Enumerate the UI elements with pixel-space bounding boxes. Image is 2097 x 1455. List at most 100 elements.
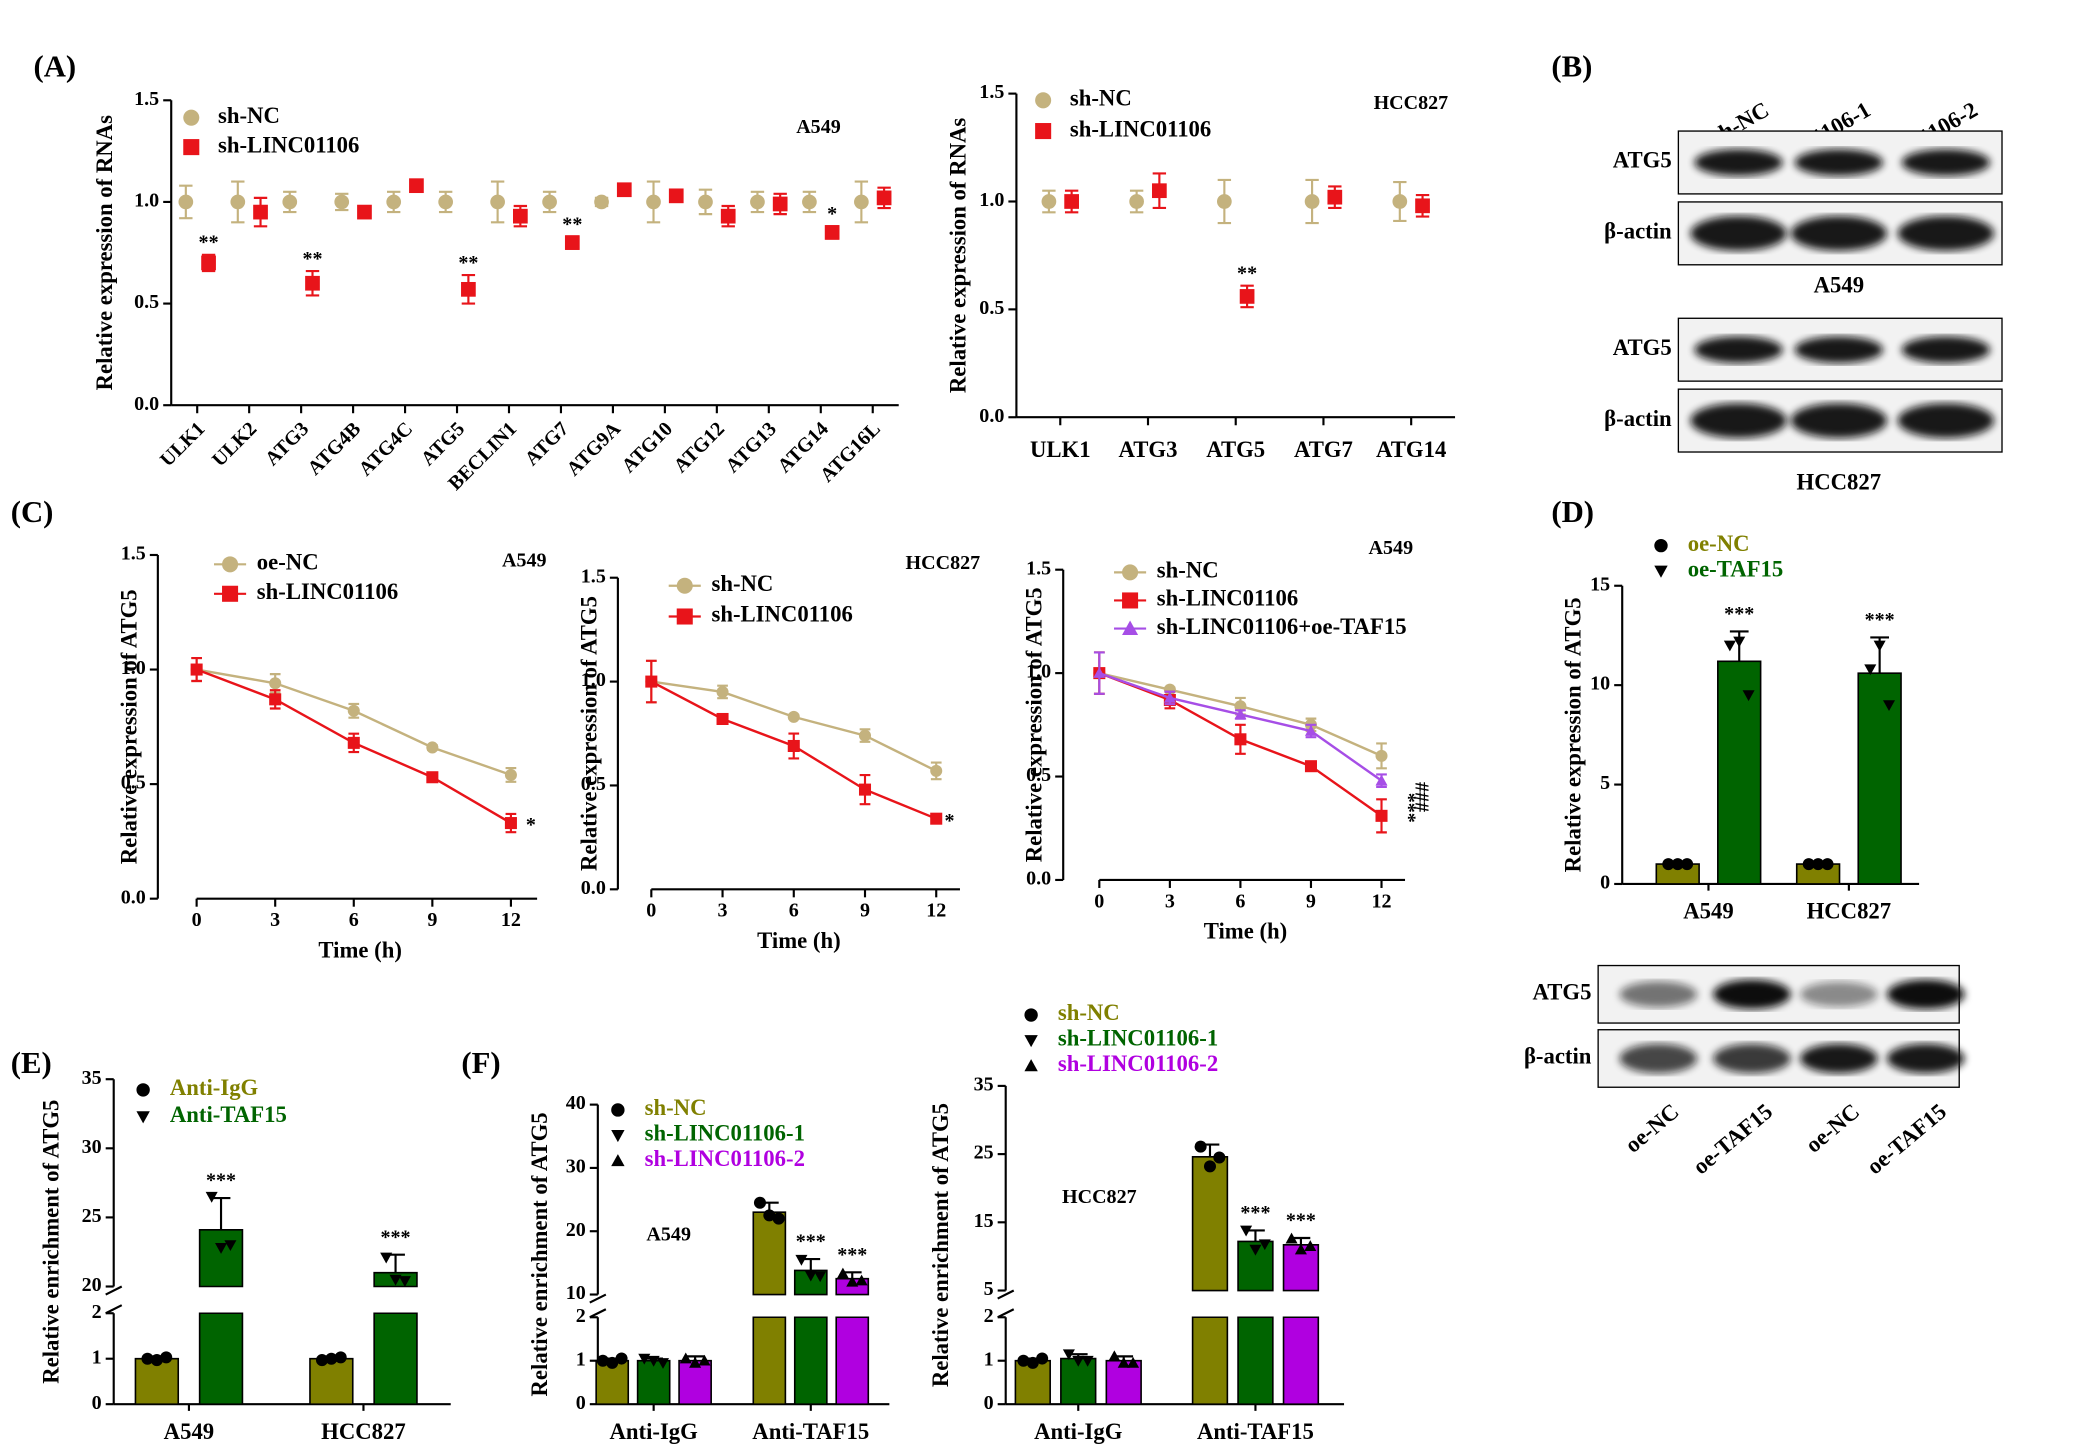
data-point [596, 1354, 609, 1367]
y-tick-label: 1.0 [979, 189, 1004, 211]
legend-marker [611, 1103, 625, 1117]
legend-label: sh-NC [1157, 558, 1219, 583]
legend-marker [1024, 1035, 1038, 1048]
x-tick-label: 12 [1371, 890, 1391, 912]
y-tick-label: 25 [974, 1142, 994, 1164]
point [1093, 667, 1106, 678]
point [1304, 725, 1317, 736]
point [1304, 760, 1317, 773]
x-tick-label: 6 [349, 909, 359, 931]
x-tick-label: ATG4C [355, 418, 418, 481]
blot-column-label: oe-NC [1801, 1099, 1864, 1158]
point [1163, 691, 1176, 703]
x-tick-label: 0 [192, 909, 202, 931]
data-point [814, 1271, 827, 1283]
y-tick-label: 0.0 [121, 886, 146, 908]
legend-label: sh-NC [218, 103, 280, 128]
axis-break [997, 1308, 1015, 1319]
y-tick-label: 10 [566, 1282, 586, 1304]
blot-band [1886, 979, 1965, 1010]
dot [1327, 189, 1343, 205]
legend-label: sh-NC [1070, 86, 1132, 111]
data-point [1742, 690, 1755, 702]
bar [1060, 1357, 1097, 1405]
legend-marker [183, 139, 200, 156]
blot-column-label: oe-TAF15 [1688, 1099, 1777, 1180]
dot [282, 194, 298, 210]
legend-label: Anti-TAF15 [170, 1102, 287, 1127]
dot [824, 225, 840, 240]
x-tick-label: 9 [860, 900, 870, 922]
y-axis-label: Relative expression of ATG5 [1561, 597, 1586, 872]
legend-marker [222, 585, 239, 602]
dot [1239, 289, 1255, 304]
y-tick-label: 0 [1600, 872, 1610, 894]
dot [334, 194, 350, 210]
data-point [1258, 1239, 1271, 1251]
y-tick-label: 20 [82, 1274, 102, 1296]
significance: ** [302, 248, 322, 270]
data-point [836, 1267, 849, 1279]
data-point [1081, 1355, 1094, 1367]
x-tick-label: ATG3 [1119, 437, 1178, 462]
blot-caption: A549 [1814, 273, 1865, 298]
dot [1064, 194, 1079, 209]
point [504, 817, 517, 830]
panel-label: (C) [11, 495, 54, 529]
blot-row-label: β-actin [1604, 219, 1672, 244]
data-point [1662, 858, 1675, 871]
legend-label: sh-NC [645, 1095, 707, 1120]
significance: ** [458, 252, 478, 274]
bar [636, 1359, 671, 1405]
blot-row-label: ATG5 [1533, 980, 1592, 1005]
x-tick-label: ATG14 [1376, 437, 1446, 462]
y-tick-label: 10 [1590, 673, 1610, 695]
bar [309, 1357, 354, 1405]
data-point [1240, 1225, 1253, 1237]
dot [1129, 194, 1144, 209]
y-tick-label: 1 [576, 1348, 586, 1370]
annotation: * [945, 810, 955, 832]
legend-label: sh-LINC01106 [1070, 116, 1211, 141]
x-tick-label: Anti-IgG [1034, 1419, 1123, 1444]
annotation: A549 [1369, 537, 1414, 559]
y-tick-label: 0 [984, 1392, 994, 1414]
y-tick-label: 1 [92, 1346, 102, 1368]
y-tick-label: 0.5 [134, 291, 159, 313]
y-tick-label: 0.5 [121, 772, 146, 794]
legend-label: Anti-IgG [170, 1075, 259, 1100]
data-point [1864, 664, 1877, 676]
significance: *** [1240, 1202, 1270, 1224]
data-point [647, 1355, 660, 1367]
x-tick-label: ULK2 [208, 418, 261, 471]
dot [178, 194, 194, 210]
bar [198, 1229, 244, 1405]
error-bar [211, 1196, 231, 1230]
bar [1105, 1359, 1142, 1405]
y-tick-label: 5 [1600, 772, 1610, 794]
axis-break [589, 1308, 607, 1319]
x-tick-label: A549 [164, 1419, 215, 1444]
bar [1191, 1156, 1229, 1405]
bar [1237, 1240, 1274, 1405]
dot [386, 194, 402, 210]
y-tick-label: 1.5 [134, 88, 159, 110]
annotation: *** [1397, 793, 1419, 823]
x-tick-label: Anti-IgG [609, 1419, 698, 1444]
data-point [1249, 1244, 1262, 1256]
data-point [398, 1276, 411, 1287]
bar [1857, 672, 1902, 885]
data-point [1723, 640, 1736, 652]
annotation: A549 [646, 1223, 691, 1245]
annotation: HCC827 [1374, 92, 1449, 114]
point [858, 729, 872, 742]
dot [854, 194, 869, 210]
annotation: * [526, 814, 536, 836]
blot-row-label: β-actin [1604, 406, 1672, 431]
x-tick-label: ULK1 [156, 418, 209, 471]
dot [1304, 194, 1320, 209]
data-point [679, 1352, 692, 1364]
point [716, 685, 729, 698]
data-point [1194, 1140, 1207, 1153]
annotation: HCC827 [906, 552, 981, 574]
